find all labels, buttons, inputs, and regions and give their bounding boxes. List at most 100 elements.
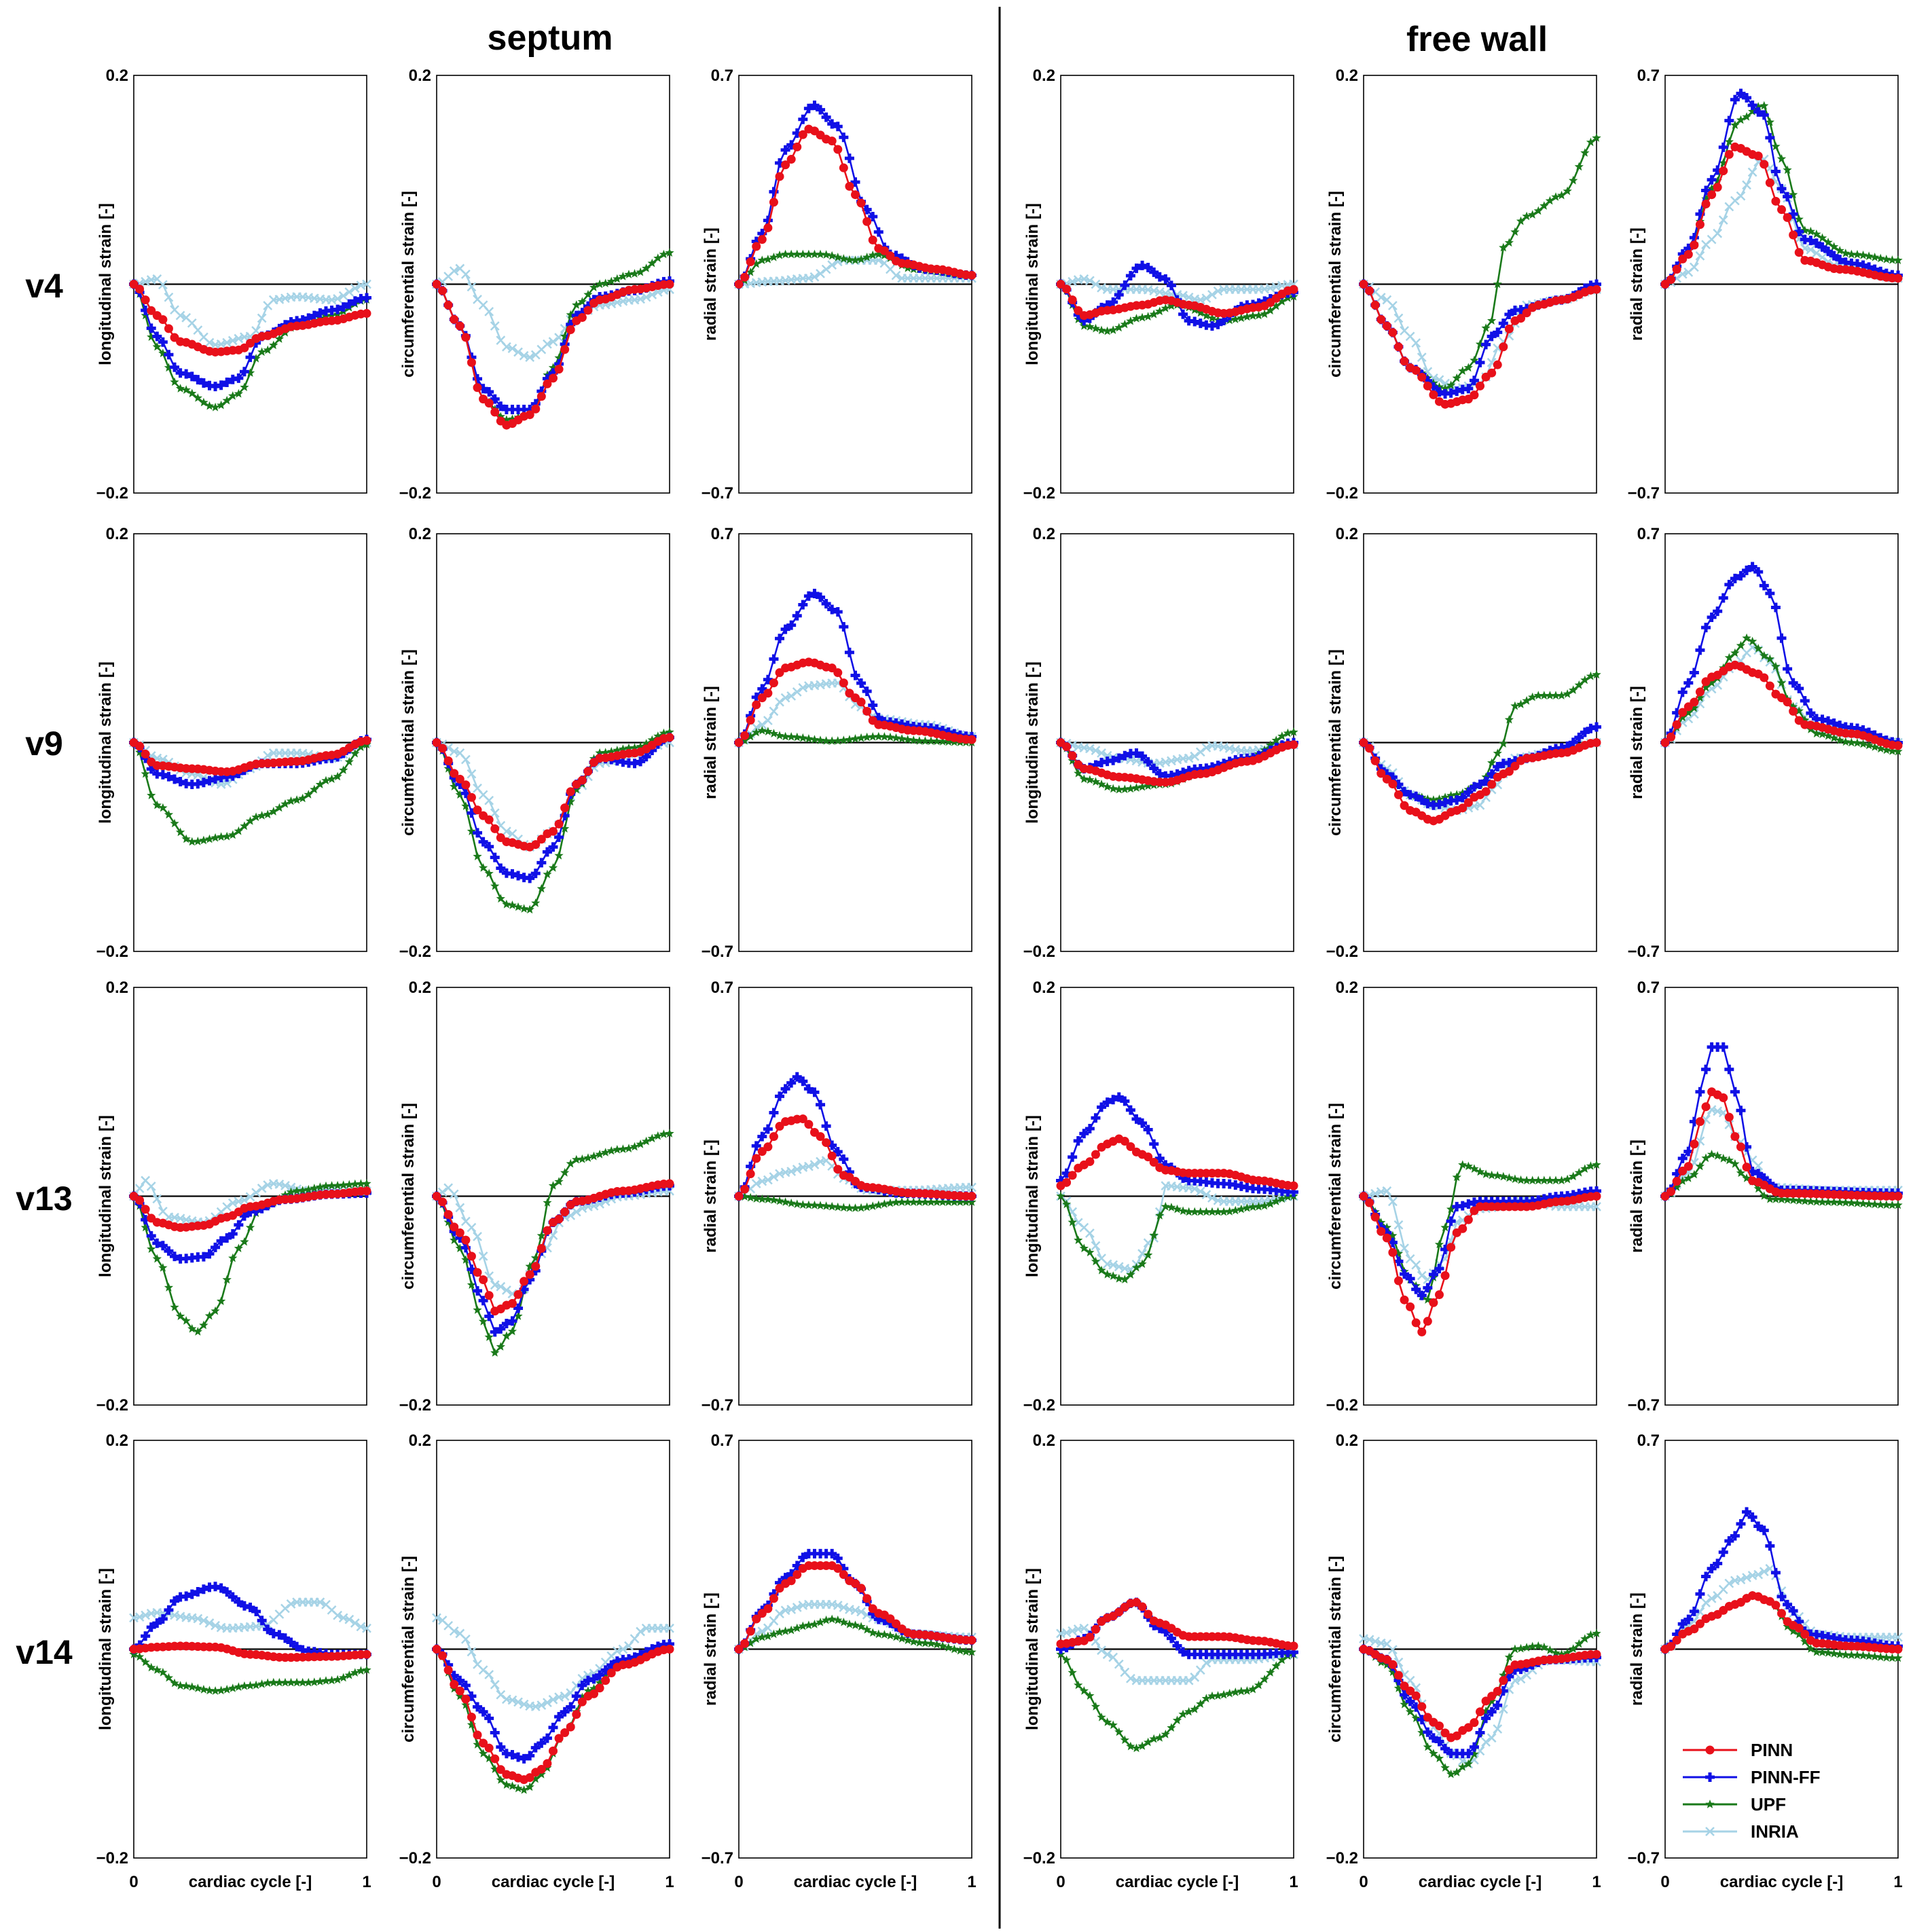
panel-v9-septum-circumferential-strain-series-upf-point: [520, 904, 529, 913]
panel-v4-free-wall-longitudinal-strain-series-inria-point: [1201, 293, 1211, 304]
panel-v4-free-wall-circumferential-strain-series-inria-point: [1393, 313, 1404, 323]
panel-v14-free-wall-radial-strain-ylabel: radial strain [-]: [1628, 1592, 1646, 1706]
panel-v9-septum-circumferential-strain-series-upf-point: [566, 797, 575, 806]
panel-v4-septum-radial-strain-series-inria-point: [816, 268, 825, 278]
panel-v9-septum-circumferential-strain-series-upf-point: [473, 852, 482, 860]
panel-v14-free-wall-longitudinal-strain: 0.2 −0.2 longitudinal strain [-] 0 1 cardiac …: [1023, 1432, 1298, 1891]
panel-v14-free-wall-radial-strain-xlabel: cardiac cycle [-]: [1720, 1873, 1843, 1891]
panel-v13-septum-longitudinal-strain-series-inria-point: [134, 1184, 145, 1193]
panel-v4-free-wall-longitudinal-strain-series-inria-point: [1091, 279, 1101, 289]
panel-v4-free-wall-radial-strain-series-pinn-ff-point: [1817, 242, 1827, 252]
panel-v9-free-wall-circumferential-strain-ytick-top: 0.2: [1336, 525, 1358, 543]
panel-v14-septum-longitudinal-strain-xtick-0: 0: [129, 1873, 138, 1891]
panel-v14-septum-radial-strain-series-pinn-point: [740, 1639, 750, 1648]
panel-v9-septum-longitudinal-strain-series-upf-point: [298, 793, 308, 803]
panel-v4-free-wall-circumferential-strain-series-pinn-point: [1400, 357, 1409, 366]
panel-v13-free-wall-circumferential-strain-series-pinn-point: [1406, 1302, 1415, 1311]
panel-v4-free-wall-circumferential-strain-series-upf-point: [1580, 148, 1590, 157]
panel-v4-free-wall-radial-strain-series-pinn-ff-point: [1742, 92, 1752, 103]
panel-v13-free-wall-circumferential-strain-series-pinn-point: [1400, 1295, 1409, 1305]
panel-v9-septum-longitudinal-strain-series-upf-point: [356, 742, 366, 751]
panel-v4-septum-radial-strain-series-upf-point: [752, 259, 761, 268]
panel-v4-septum-circumferential-strain-series-upf-point: [583, 289, 593, 299]
panel-v9-free-wall-radial-strain-series-pinn-ff-point: [1783, 664, 1793, 674]
panel-v4-free-wall-radial-strain-series-pinn-ff-point: [1823, 247, 1834, 257]
panel-v4-septum-radial-strain-ytick-bottom: −0.7: [701, 484, 733, 503]
panel-v4-free-wall-radial-strain-series-upf-point: [1794, 215, 1804, 223]
panel-v9-septum-circumferential-strain-series-pinn-point: [577, 776, 587, 785]
panel-v4-septum-radial-strain-series-pinn-ff-point: [816, 105, 826, 115]
panel-v4-septum-radial-strain-series-pinn-point: [781, 160, 790, 170]
panel-v14-septum-circumferential-strain-series-inria-point: [460, 1634, 471, 1644]
panel-v14-septum-radial-strain-series-pinn-point: [856, 1584, 866, 1593]
panel-v4-septum-longitudinal-strain-series-pinn-ff-point: [187, 371, 197, 382]
panel-v14-septum-circumferential-strain-series-pinn-point: [601, 1676, 610, 1685]
panel-v4-septum-radial-strain-series-pinn-ff-point: [850, 177, 860, 187]
panel-v9-septum-longitudinal-strain-ylabel: longitudinal strain [-]: [96, 661, 115, 824]
panel-v13-free-wall-radial-strain-series-pinn-point: [1690, 1140, 1699, 1149]
panel-v4-septum-radial-strain-series-pinn-point: [845, 181, 854, 191]
panel-v9-septum-circumferential-strain-ylabel: circumferential strain [-]: [399, 649, 418, 836]
panel-v4-free-wall-circumferential-strain-series-upf-point: [1493, 279, 1502, 289]
panel-v9-septum-radial-strain: 0.7 −0.7 radial strain [-]: [701, 525, 977, 961]
panel-v4-free-wall-longitudinal-strain-series-pinn-ff-point: [1166, 280, 1176, 291]
panel-v13-free-wall-radial-strain-series-inria-point: [1753, 1161, 1764, 1171]
panel-v4-septum-radial-strain-series-pinn-point: [792, 142, 802, 151]
panel-v9-free-wall-circumferential-strain-series-pinn-point: [1487, 780, 1497, 789]
panel-v14-free-wall-circumferential-strain-series-inria: [1359, 1634, 1601, 1769]
panel-v9-septum-circumferential-strain-series-upf-point: [496, 894, 505, 903]
panel-v13-free-wall-radial-strain-series-pinn-point: [1742, 1163, 1751, 1172]
panel-v14-septum-circumferential-strain-series-pinn: [432, 1645, 674, 1785]
panel-v13-free-wall-circumferential-strain-series-pinn-point: [1388, 1247, 1398, 1257]
panel-v14-free-wall-radial-strain-series-pinn-ff-point: [1770, 1567, 1781, 1578]
panel-v9-free-wall-circumferential-strain-series-pinn-point: [1370, 756, 1380, 765]
panel-v14-free-wall-radial-strain-ytick-bottom: −0.7: [1628, 1849, 1660, 1867]
panel-v9-septum-circumferential-strain-series-pinn-point: [549, 826, 558, 836]
panel-v4-free-wall-circumferential-strain-series-upf-point: [1440, 384, 1450, 393]
panel-v4-free-wall-circumferential-strain-series-pinn-point: [1470, 390, 1479, 400]
panel-v4-free-wall-circumferential-strain-series-pinn-ff-point: [1446, 388, 1456, 398]
panel-v14-free-wall-longitudinal-strain-xtick-0: 0: [1056, 1873, 1065, 1891]
panel-v13-septum-radial-strain-series-pinn-point: [827, 1151, 837, 1161]
panel-v9-septum-circumferential-strain-series-pinn: [432, 733, 674, 852]
panel-v4-septum-longitudinal-strain-series-upf-point: [199, 397, 208, 407]
panel-v13-free-wall-longitudinal-strain-series-inria-point: [1091, 1241, 1101, 1251]
panel-v9-septum-longitudinal-strain-series-upf-point: [269, 807, 278, 816]
panel-v13-free-wall-longitudinal-strain-series-pinn-ff-point: [1091, 1113, 1101, 1123]
panel-v4-septum-radial-strain-series-pinn-ff-point: [798, 114, 808, 124]
panel-v4-septum-longitudinal-strain-series-inria-point: [222, 338, 232, 348]
panel-v4-septum-circumferential-strain-series-inria-point: [554, 333, 564, 342]
panel-v9-free-wall-longitudinal-strain-series-inria-point: [1195, 747, 1205, 757]
panel-v13-septum-circumferential-strain-series-upf-line: [435, 1133, 670, 1354]
panel-v9-septum-radial-strain-series-pinn-point: [856, 697, 866, 707]
panel-v4-free-wall-radial-strain-series-upf-point: [1887, 255, 1897, 264]
panel-v9-septum-longitudinal-strain-series-upf-point: [350, 748, 360, 758]
panel-v4-free-wall-longitudinal-strain-series-upf-point: [1085, 322, 1095, 331]
panel-v14-septum-circumferential-strain-xtick-1: 1: [665, 1873, 674, 1891]
panel-v13-free-wall-radial-strain-series-pinn-point: [1893, 1192, 1903, 1201]
panel-v14-free-wall-circumferential-strain-ytick-bottom: −0.2: [1326, 1849, 1358, 1867]
panel-v4-free-wall-circumferential-strain-ytick-top: 0.2: [1336, 67, 1358, 85]
panel-v13-free-wall-radial-strain-series-pinn-point: [1683, 1162, 1693, 1171]
panel-v13-septum-longitudinal-strain: 0.2 −0.2 longitudinal strain [-]: [96, 979, 371, 1415]
panel-v4-free-wall-longitudinal-strain-series-pinn-ff-point: [1213, 319, 1223, 329]
panel-v4-septum-circumferential-strain-series-inria-point: [490, 321, 500, 331]
panel-v14-septum-radial-strain-series-upf-point: [949, 1644, 959, 1654]
panel-v4-free-wall-circumferential-strain-series-upf-point: [1586, 137, 1596, 147]
panel-v4-septum-radial-strain-series-upf-point: [833, 253, 843, 261]
panel-v4-septum-longitudinal-strain-series-pinn-ff-point: [158, 337, 168, 347]
panel-v9-septum-circumferential-strain-series-pinn-point: [438, 744, 448, 753]
panel-v14-septum-longitudinal-strain-series-upf-point: [310, 1677, 319, 1686]
panel-v4-free-wall-circumferential-strain-series-upf-point: [1545, 196, 1555, 205]
panel-v4-free-wall-circumferential-strain-series-pinn-ff-point: [1487, 331, 1497, 342]
panel-v4-free-wall-radial-strain-series-upf-point: [1841, 249, 1851, 257]
panel-v4-free-wall-longitudinal-strain-series-upf-point: [1237, 313, 1246, 323]
panel-v14-free-wall-radial-strain-series-pinn-ff-line: [1664, 1511, 1899, 1650]
panel-v9-septum-circumferential-strain-series-pinn-point: [490, 824, 500, 833]
panel-v4-free-wall-radial-strain-series-upf-point: [1730, 120, 1740, 129]
panel-v4-septum-radial-strain-series-pinn-point: [827, 136, 837, 146]
panel-v4-septum-circumferential-strain-series-upf-point: [647, 258, 657, 268]
panel-v9-septum-circumferential-strain-series-inria-point: [460, 754, 471, 765]
panel-v4-septum-circumferential-strain-series-pinn-point: [554, 365, 564, 374]
panel-v13-septum-circumferential-strain-ytick-top: 0.2: [409, 979, 431, 997]
